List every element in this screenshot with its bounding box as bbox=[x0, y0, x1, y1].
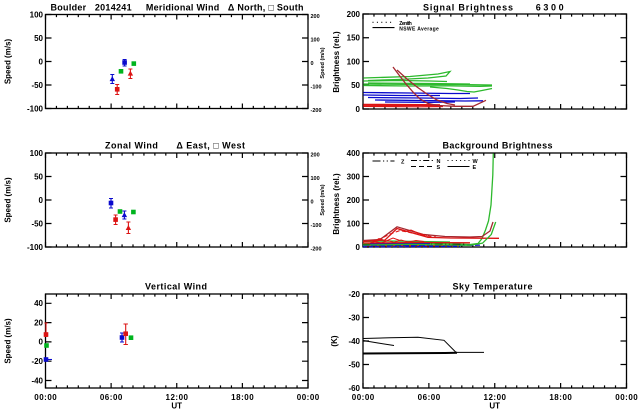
svg-text:-100: -100 bbox=[27, 243, 44, 252]
svg-text:Speed (m/s): Speed (m/s) bbox=[320, 47, 326, 78]
svg-text:50: 50 bbox=[34, 34, 43, 43]
svg-text:300: 300 bbox=[347, 172, 361, 181]
svg-text:150: 150 bbox=[347, 34, 361, 43]
svg-text:-200: -200 bbox=[311, 247, 322, 253]
svg-text:E: E bbox=[473, 165, 477, 171]
svg-text:W: W bbox=[473, 159, 479, 165]
svg-text:0: 0 bbox=[311, 200, 314, 206]
svg-text:-20: -20 bbox=[31, 357, 43, 366]
svg-text:NSWE Average: NSWE Average bbox=[399, 27, 439, 33]
svg-text:UT: UT bbox=[171, 402, 182, 411]
svg-text:Z: Z bbox=[401, 160, 405, 166]
svg-text:-100: -100 bbox=[311, 223, 322, 229]
svg-text:100: 100 bbox=[30, 10, 44, 19]
svg-text:Speed (m/s): Speed (m/s) bbox=[4, 38, 13, 84]
svg-text:Boulder 2014241 Meridion: Boulder 2014241 Meridional Wind Δ North,… bbox=[51, 3, 304, 13]
svg-text:0: 0 bbox=[39, 338, 44, 347]
svg-text:00:00: 00:00 bbox=[34, 393, 57, 402]
svg-text:N: N bbox=[437, 159, 441, 165]
svg-text:0: 0 bbox=[39, 57, 44, 66]
svg-text:100: 100 bbox=[347, 219, 361, 228]
svg-text:200: 200 bbox=[311, 153, 320, 159]
svg-text:100: 100 bbox=[311, 38, 320, 44]
svg-text:Brightness (rel.): Brightness (rel.) bbox=[332, 173, 341, 235]
svg-text:100: 100 bbox=[311, 176, 320, 182]
svg-text:(K): (K) bbox=[330, 335, 339, 346]
svg-text:06:00: 06:00 bbox=[418, 393, 441, 402]
svg-text:-20: -20 bbox=[348, 290, 360, 299]
svg-text:Vertical Wind: Vertical Wind bbox=[145, 282, 207, 292]
svg-text:0: 0 bbox=[356, 105, 361, 114]
svg-text:-40: -40 bbox=[31, 376, 43, 385]
svg-text:Brightness (rel.): Brightness (rel.) bbox=[332, 31, 341, 93]
svg-text:Sky Temperature: Sky Temperature bbox=[453, 282, 533, 292]
svg-text:-50: -50 bbox=[348, 360, 360, 369]
svg-text:100: 100 bbox=[347, 57, 361, 66]
svg-text:Background Brightness: Background Brightness bbox=[443, 141, 553, 151]
svg-text:-30: -30 bbox=[348, 313, 360, 322]
svg-text:-50: -50 bbox=[31, 81, 43, 90]
svg-text:Signal Brightness: Signal Brightness bbox=[423, 3, 513, 13]
svg-text:Speed (m/s): Speed (m/s) bbox=[320, 184, 326, 215]
svg-text:Speed (m/s): Speed (m/s) bbox=[4, 177, 13, 223]
svg-text:100: 100 bbox=[30, 149, 44, 158]
svg-text:0: 0 bbox=[39, 196, 44, 205]
svg-text:06:00: 06:00 bbox=[100, 393, 123, 402]
svg-text:400: 400 bbox=[347, 149, 361, 158]
svg-text:Speed (m/s): Speed (m/s) bbox=[4, 318, 13, 364]
svg-text:12:00: 12:00 bbox=[166, 393, 189, 402]
svg-text:S: S bbox=[437, 165, 441, 171]
svg-text:00:00: 00:00 bbox=[352, 393, 375, 402]
svg-text:18:00: 18:00 bbox=[549, 393, 572, 402]
svg-text:-50: -50 bbox=[31, 219, 43, 228]
svg-text:Zonal Wind Δ East, □ West: Zonal Wind Δ East, □ West bbox=[105, 141, 245, 151]
svg-text:00:00: 00:00 bbox=[297, 393, 320, 402]
svg-text:50: 50 bbox=[34, 172, 43, 181]
svg-text:-40: -40 bbox=[348, 337, 360, 346]
svg-text:00:00: 00:00 bbox=[615, 393, 638, 402]
svg-text:-100: -100 bbox=[27, 104, 44, 113]
svg-text:-100: -100 bbox=[311, 85, 322, 91]
svg-text:Zenith: Zenith bbox=[399, 21, 412, 27]
svg-text:12:00: 12:00 bbox=[484, 393, 507, 402]
svg-text:20: 20 bbox=[34, 318, 43, 327]
svg-text:-60: -60 bbox=[348, 384, 360, 393]
svg-text:0: 0 bbox=[311, 61, 314, 67]
svg-text:200: 200 bbox=[347, 196, 361, 205]
svg-text:0: 0 bbox=[356, 243, 361, 252]
svg-text:200: 200 bbox=[311, 14, 320, 20]
svg-text:200: 200 bbox=[347, 10, 361, 19]
svg-text:UT: UT bbox=[489, 402, 500, 411]
svg-text:18:00: 18:00 bbox=[231, 393, 254, 402]
svg-text:40: 40 bbox=[34, 299, 43, 308]
svg-text:50: 50 bbox=[351, 81, 360, 90]
svg-text:-200: -200 bbox=[311, 108, 322, 114]
